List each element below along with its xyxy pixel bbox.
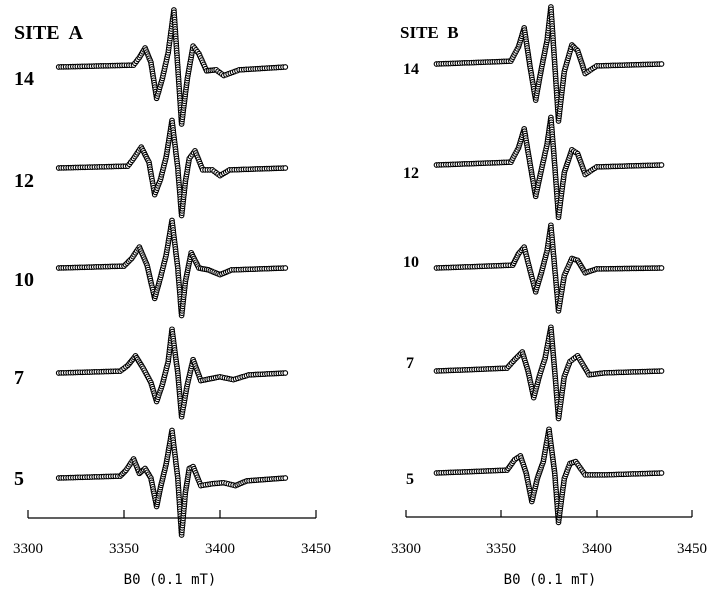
panel-a-traces	[55, 7, 289, 538]
x-tick-label-b-3400: 3400	[582, 541, 612, 557]
spectrum-markers-a-14	[55, 7, 289, 127]
trace-label-a-10: 10	[14, 269, 34, 291]
data-point	[282, 265, 289, 271]
data-point	[282, 165, 289, 171]
panel-b-trace-labels: 14 12 10 7 5	[403, 61, 419, 488]
x-axis-title-a: B0 (0.1 mT)	[124, 572, 217, 588]
data-point	[658, 470, 665, 476]
trace-label-a-14: 14	[14, 68, 34, 90]
x-axis-title-b: B0 (0.1 mT)	[504, 572, 597, 588]
data-point	[658, 61, 665, 67]
trace-label-b-5: 5	[406, 471, 414, 488]
trace-label-b-7: 7	[406, 355, 414, 372]
panel-title-site-b: SITE B	[400, 23, 459, 42]
spectrum-markers-b-14	[433, 4, 665, 124]
spectrum-markers-a-10	[55, 217, 289, 319]
panel-site-a: SITE A 14 12 10 7 5 3300 3350 3400 3450 …	[13, 7, 331, 588]
x-tick-label-b-3350: 3350	[486, 541, 516, 557]
panel-site-b: SITE B 14 12 10 7 5 3300 3350 3400 3450 …	[391, 4, 707, 588]
x-tick-label-a-3300: 3300	[13, 541, 43, 557]
data-point	[658, 162, 665, 168]
data-point	[282, 64, 289, 70]
x-tick-label-a-3450: 3450	[301, 541, 331, 557]
spectrum-markers-a-12	[55, 117, 289, 219]
trace-label-a-7: 7	[14, 367, 24, 389]
spectrum-markers-a-5	[55, 427, 289, 538]
trace-label-a-12: 12	[14, 170, 34, 192]
panel-a-x-axis: 3300 3350 3400 3450 B0 (0.1 mT)	[13, 510, 331, 588]
trace-label-b-14: 14	[403, 61, 419, 78]
spectrum-markers-b-12	[433, 114, 665, 221]
x-tick-label-a-3350: 3350	[109, 541, 139, 557]
trace-label-b-10: 10	[403, 254, 419, 271]
spectrum-markers-b-5	[433, 426, 665, 526]
x-tick-label-b-3300: 3300	[391, 541, 421, 557]
data-point	[658, 368, 665, 374]
data-point	[658, 265, 665, 271]
spectrum-markers-b-10	[433, 222, 665, 314]
panel-b-traces	[433, 4, 665, 526]
x-tick-label-a-3400: 3400	[205, 541, 235, 557]
panel-b-x-axis: 3300 3350 3400 3450 B0 (0.1 mT)	[391, 510, 707, 588]
data-point	[282, 475, 289, 481]
spectrum-markers-a-7	[55, 326, 289, 420]
spectrum-markers-b-7	[433, 324, 665, 422]
panel-title-site-a: SITE A	[14, 22, 83, 44]
trace-label-b-12: 12	[403, 165, 419, 182]
panel-a-trace-labels: 14 12 10 7 5	[14, 68, 34, 490]
data-point	[282, 370, 289, 376]
x-tick-label-b-3450: 3450	[677, 541, 707, 557]
trace-label-a-5: 5	[14, 468, 24, 490]
